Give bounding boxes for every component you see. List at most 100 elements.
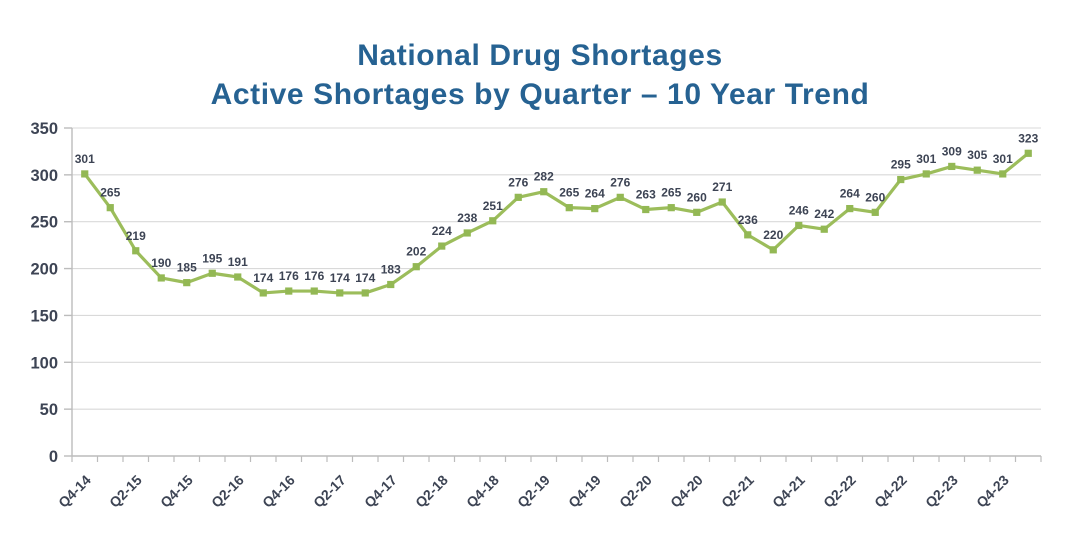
data-point-label: 265 [661,186,681,200]
y-axis-label: 0 [49,448,58,466]
data-point-marker [540,188,548,196]
x-axis-label: Q2-22 [820,472,859,511]
data-point-marker [336,289,344,297]
x-axis-label: Q2-16 [208,472,247,511]
x-axis-label: Q4-15 [157,472,196,511]
x-axis-label: Q2-19 [514,472,553,511]
data-point-marker [999,170,1007,178]
data-point-marker [769,246,777,254]
data-point-marker [81,170,89,178]
data-point-marker [412,263,420,271]
data-point-markers [81,149,1032,297]
data-series [83,152,1030,295]
y-axis-label: 150 [30,307,58,325]
data-point-marker [591,204,599,213]
data-point-label: 185 [177,261,197,275]
x-axis-label: Q2-17 [310,472,349,511]
y-axis-label: 300 [30,167,58,185]
x-axis-labels: Q4-14 Q2-15 Q4-15 Q2-16 Q4-16 Q2-17 Q4-17 Q2-18… [55,472,1012,511]
data-point-label: 220 [763,228,783,242]
data-point-label: 238 [457,211,477,225]
data-point-labels: 301 265 219 190 185 195 191 174 176 176 174 174 183 2… [75,131,1039,285]
data-point-marker [667,204,675,212]
data-point-label: 282 [534,170,554,184]
data-point-label: 176 [279,269,299,283]
chart-title: National Drug Shortages Active Shortages… [0,0,1080,114]
data-point-label: 271 [712,180,732,194]
data-point-label: 323 [1018,131,1038,145]
y-axis-label: 100 [30,354,58,372]
x-axis-label: Q2-15 [106,472,145,511]
data-point-label: 246 [789,203,809,217]
y-axis-labels: 0 50 100 150 200 250 300 350 [30,120,58,466]
y-axis-ticks [64,127,72,457]
data-point-label: 301 [916,152,936,166]
data-point-label: 219 [126,229,146,243]
data-point-label: 276 [610,175,630,189]
data-point-label: 183 [381,263,401,277]
data-point-marker [361,289,369,297]
data-point-label: 174 [330,271,350,285]
data-point-label: 260 [865,190,885,204]
y-axis-label: 350 [30,120,58,138]
data-point-marker [106,204,114,212]
data-point-label: 190 [151,256,171,270]
x-axis-label: Q4-21 [769,472,808,511]
x-axis-label: Q4-14 [55,472,94,511]
data-point-marker [514,193,522,201]
data-point-label: 301 [75,152,95,166]
x-axis-label: Q2-18 [412,472,451,511]
data-point-marker [234,273,242,281]
data-point-marker [208,269,216,277]
data-point-marker [438,242,446,250]
data-point-label: 224 [432,224,452,238]
x-axis-label: Q4-17 [361,472,400,511]
y-axis-label: 50 [40,401,58,419]
data-point-label: 202 [406,245,426,259]
data-point-marker [795,221,803,230]
data-point-marker [693,208,701,216]
data-point-marker [718,198,726,206]
data-point-marker [871,208,879,216]
data-point-label: 174 [253,271,273,285]
data-point-marker [183,279,191,287]
grid-lines [72,127,1041,457]
data-point-marker [642,205,650,214]
data-point-label: 176 [304,269,324,283]
x-axis-label: Q2-21 [718,472,757,511]
x-axis-label: Q4-22 [871,472,910,511]
data-point-marker [387,280,395,289]
x-axis-label: Q4-19 [565,472,604,511]
data-point-label: 174 [355,271,375,285]
data-point-marker [565,204,573,212]
data-point-marker [1024,149,1032,157]
data-point-label: 251 [483,199,503,213]
data-point-marker [616,193,624,201]
data-point-label: 263 [636,188,656,202]
chart-title-line2: Active Shortages by Quarter – 10 Year Tr… [210,78,870,111]
x-axis-label: Q4-16 [259,472,298,511]
data-point-marker [820,225,828,233]
data-point-marker [948,162,956,171]
data-point-marker [285,287,293,295]
data-point-marker [744,231,752,239]
data-point-marker [310,287,318,295]
data-point-label: 260 [687,190,707,204]
data-point-label: 309 [942,144,962,158]
data-point-marker [463,229,471,237]
series-line [83,152,1030,295]
data-point-label: 265 [559,186,579,200]
data-point-label: 191 [228,255,248,269]
data-point-label: 265 [100,186,120,200]
y-axis-label: 200 [30,261,58,279]
x-axis-label: Q4-18 [463,472,502,511]
x-axis-label: Q4-23 [973,472,1012,511]
data-point-marker [489,217,497,225]
data-point-marker [157,274,165,282]
data-point-label: 276 [508,175,528,189]
data-point-label: 236 [738,213,758,227]
data-point-label: 301 [993,152,1013,166]
data-point-marker [132,247,140,255]
data-point-label: 264 [840,187,860,201]
